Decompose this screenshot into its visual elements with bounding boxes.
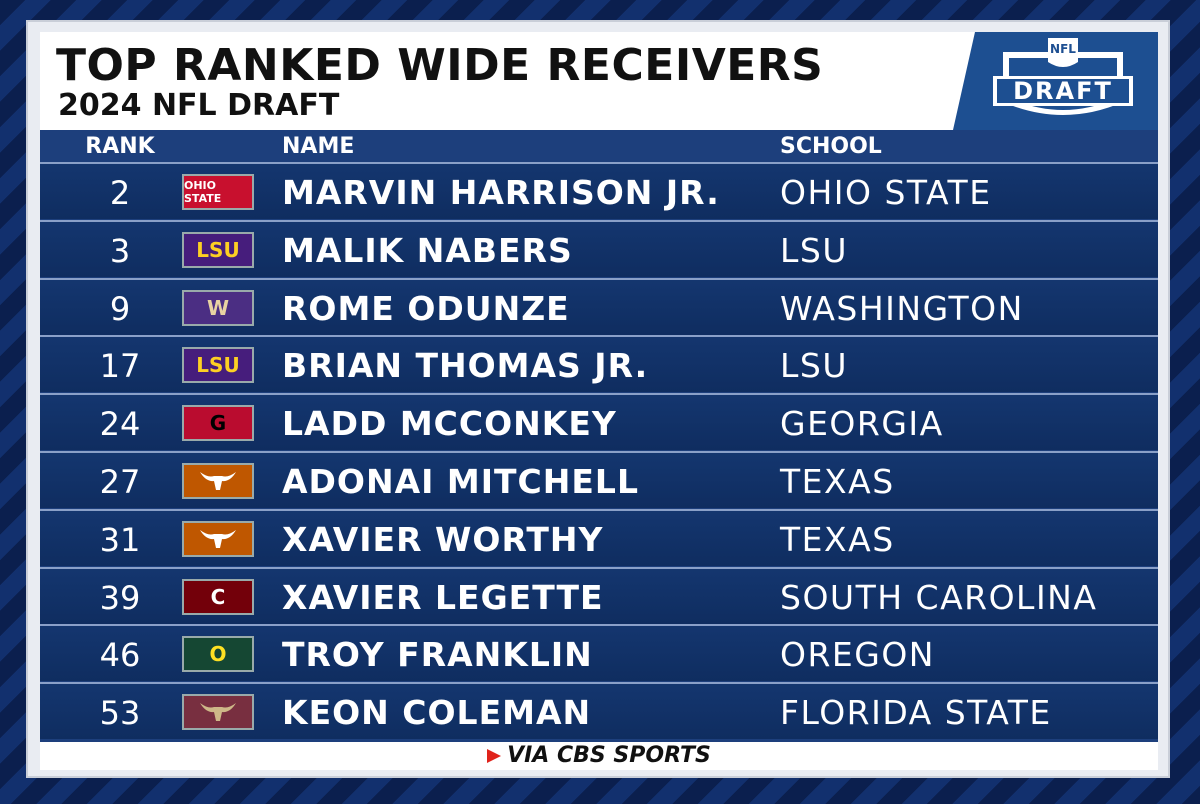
- school-name: LSU: [780, 230, 848, 270]
- school-name: TEXAS: [780, 462, 895, 501]
- player-name: XAVIER LEGETTE: [282, 577, 604, 617]
- table-row: 9 W ROME ODUNZE WASHINGTON: [40, 277, 1158, 335]
- table-row: 39 C XAVIER LEGETTE SOUTH CAROLINA: [40, 566, 1158, 624]
- table-row: 24 G LADD MCCONKEY GEORGIA: [40, 393, 1158, 451]
- player-name: LADD MCCONKEY: [282, 404, 617, 444]
- player-name: MARVIN HARRISON JR.: [282, 173, 720, 212]
- school-logo: LSU: [182, 231, 254, 268]
- rank: 2: [109, 174, 131, 212]
- rank: 39: [99, 578, 141, 617]
- school-logo: OHIO STATE: [182, 174, 254, 210]
- header: TOP RANKED WIDE RECEIVERS 2024 NFL DRAFT…: [40, 32, 1158, 130]
- title: TOP RANKED WIDE RECEIVERS: [56, 40, 824, 91]
- table-row: 31 XAVIER WORTHY TEXAS: [40, 508, 1158, 566]
- rank: 24: [99, 405, 141, 444]
- rank: 27: [99, 463, 141, 501]
- table-row: 53 KEON COLEMAN FLORIDA STATE: [40, 682, 1158, 740]
- table-row: 27 ADONAI MITCHELL TEXAS: [40, 451, 1158, 508]
- player-name: XAVIER WORTHY: [282, 519, 604, 559]
- column-header: SCHOOL: [780, 134, 882, 159]
- player-name: KEON COLEMAN: [282, 693, 592, 733]
- subtitle: 2024 NFL DRAFT: [58, 88, 340, 123]
- school-name: OREGON: [780, 635, 935, 675]
- player-name: MALIK NABERS: [282, 230, 573, 270]
- school-name: GEORGIA: [780, 404, 944, 444]
- logo-top: NFL: [1050, 42, 1076, 56]
- school-logo: [182, 694, 254, 731]
- school-logo: [182, 463, 254, 499]
- rank: 9: [109, 289, 131, 328]
- school-name: OHIO STATE: [780, 173, 992, 212]
- panel: TOP RANKED WIDE RECEIVERS 2024 NFL DRAFT…: [26, 20, 1170, 778]
- player-name: ADONAI MITCHELL: [282, 462, 639, 501]
- rank: 17: [99, 347, 141, 386]
- player-name: BRIAN THOMAS JR.: [282, 346, 649, 386]
- player-name: ROME ODUNZE: [282, 288, 570, 328]
- school-logo: G: [182, 405, 254, 442]
- school-logo: O: [182, 636, 254, 673]
- table-row: 17 LSU BRIAN THOMAS JR. LSU: [40, 335, 1158, 393]
- school-name: SOUTH CAROLINA: [780, 577, 1098, 617]
- rank: 53: [99, 694, 141, 733]
- column-header: NAME: [282, 134, 355, 159]
- school-name: LSU: [780, 346, 848, 386]
- rank: 31: [99, 520, 141, 559]
- player-name: TROY FRANKLIN: [282, 635, 593, 675]
- school-logo: W: [182, 289, 254, 326]
- school-name: FLORIDA STATE: [780, 693, 1052, 733]
- school-name: TEXAS: [780, 519, 895, 559]
- table: RANK NAME SCHOOL 2 OHIO STATE MARVIN HARRI…: [40, 130, 1158, 742]
- table-row: 46 O TROY FRANKLIN OREGON: [40, 624, 1158, 682]
- logo-text: DRAFT: [1013, 77, 1113, 105]
- table-row: 3 LSU MALIK NABERS LSU: [40, 219, 1158, 277]
- footer: VIA CBS SPORTS: [40, 742, 1158, 770]
- school-name: WASHINGTON: [780, 288, 1024, 328]
- rank: 3: [109, 231, 131, 270]
- column-header: RANK: [85, 134, 155, 159]
- arrow-icon: [487, 749, 502, 763]
- school-logo: C: [182, 578, 254, 615]
- table-row: 2 OHIO STATE MARVIN HARRISON JR. OHIO STATE: [40, 162, 1158, 219]
- school-logo: [182, 520, 254, 557]
- draft-logo: NFL DRAFT: [953, 32, 1158, 130]
- rank: 46: [99, 636, 141, 675]
- source: VIA CBS SPORTS: [507, 743, 711, 768]
- school-logo: LSU: [182, 347, 254, 384]
